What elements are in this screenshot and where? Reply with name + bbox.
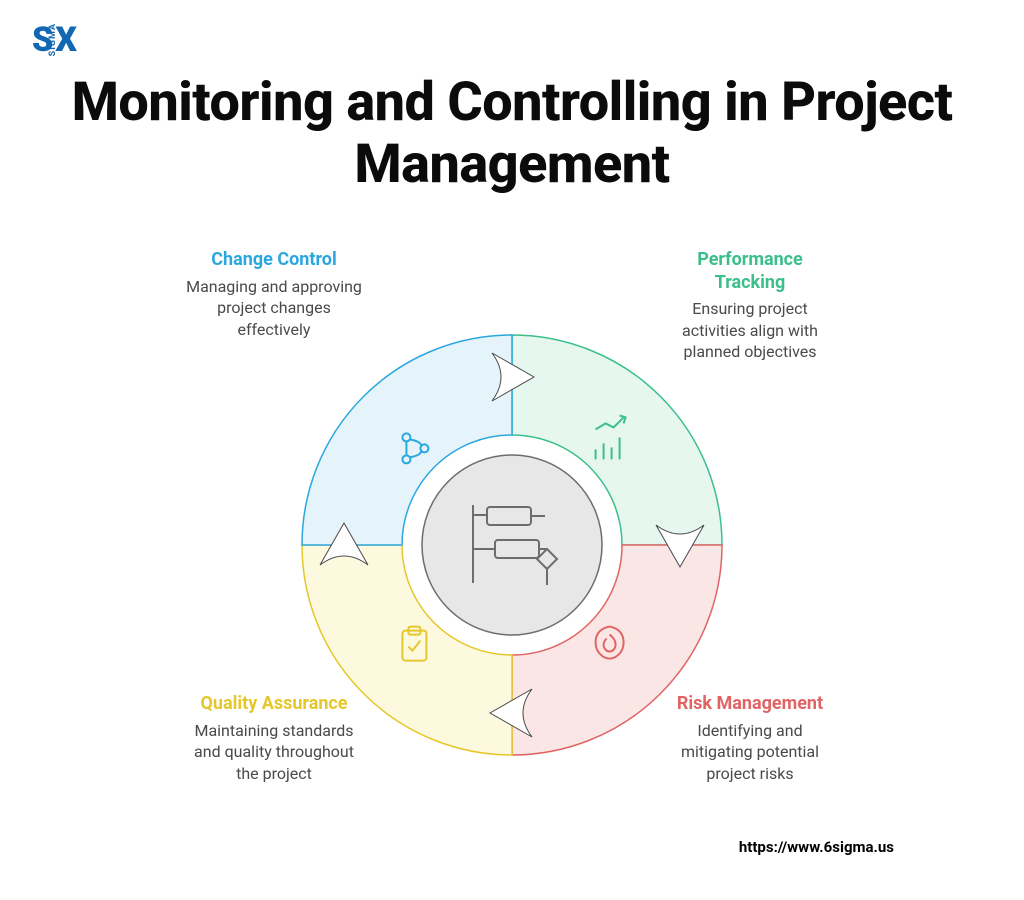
label-performance: Performance Tracking Ensuring project ac…: [660, 249, 840, 363]
label-quality-title: Quality Assurance: [184, 693, 364, 716]
label-performance-desc: Ensuring project activities align with p…: [660, 298, 840, 363]
label-change-title: Change Control: [184, 249, 364, 272]
label-change-desc: Managing and approving project changes e…: [184, 276, 364, 341]
label-risk-desc: Identifying and mitigating potential pro…: [660, 720, 840, 785]
label-quality: Quality Assurance Maintaining standards …: [184, 693, 364, 784]
footer-url: https://www.6sigma.us: [739, 838, 894, 856]
logo-sigma-vertical: SIGMA: [49, 23, 58, 56]
label-quality-desc: Maintaining standards and quality throug…: [184, 720, 364, 785]
page-title: Monitoring and Controlling in Project Ma…: [0, 72, 1024, 196]
brand-logo: S SIGMA X: [32, 20, 76, 60]
label-risk: Risk Management Identifying and mitigati…: [660, 693, 840, 784]
label-risk-title: Risk Management: [660, 693, 840, 716]
logo-right: X: [55, 20, 76, 60]
label-change: Change Control Managing and approving pr…: [184, 249, 364, 340]
label-performance-title: Performance Tracking: [660, 249, 840, 294]
radial-diagram: Performance Tracking Ensuring project ac…: [212, 245, 812, 845]
